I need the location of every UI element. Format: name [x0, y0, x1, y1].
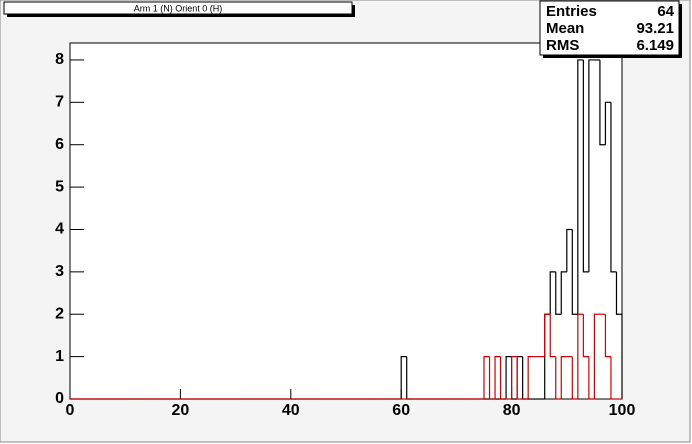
histogram-bin: [593, 313, 600, 399]
histogram-bin: [549, 314, 556, 358]
histogram-bin: [505, 356, 512, 399]
x-tick-label: 60: [392, 402, 410, 419]
x-tick-label: 0: [66, 402, 75, 419]
histogram-bin: [511, 356, 518, 399]
histogram-bin: [400, 356, 407, 399]
histogram-bin: [571, 229, 578, 315]
histogram-bin: [499, 356, 507, 400]
histogram-bin: [588, 356, 595, 400]
histogram-bin: [560, 271, 567, 315]
y-tick-label: 7: [55, 94, 64, 111]
histogram-bin: [555, 356, 562, 400]
histogram-bin: [488, 356, 496, 400]
histogram-bin: [549, 271, 556, 315]
histogram-bin: [615, 271, 623, 399]
x-tick-label: 40: [282, 402, 300, 419]
stats: Entries 64 Mean 93.21 RMS 6.149: [546, 3, 675, 54]
histogram-bin: [571, 356, 578, 400]
stat-label: Mean: [546, 20, 584, 37]
y-tick-label: 6: [55, 136, 64, 153]
plot: 0 20 40 60 80 100 0 1 2 3 4 5 6 7 8: [55, 51, 635, 419]
stat-value: 6.149: [636, 37, 674, 54]
stat-label: Entries: [546, 3, 597, 20]
stat-label: RMS: [546, 37, 579, 54]
stat-value: 64: [657, 3, 674, 20]
title-box: [3, 1, 353, 15]
histogram-bin: [577, 313, 584, 399]
histogram-bin: [577, 59, 584, 315]
histogram-bin: [610, 102, 617, 273]
histogram-bin: [560, 356, 567, 399]
histogram-bin: [588, 59, 595, 272]
histogram-bin: [582, 59, 589, 273]
y-tick-label: 8: [55, 51, 64, 68]
histogram-bin: [566, 228, 573, 272]
y-tick-label: 4: [55, 221, 64, 238]
histogram-bin: [555, 271, 562, 315]
plot-frame: [69, 42, 623, 400]
y-tick-label: 5: [55, 178, 64, 195]
y-tick-label: 0: [55, 390, 64, 407]
histogram-bin: [610, 356, 617, 400]
x-tick-label: 80: [503, 402, 521, 419]
histogram-bin: [483, 356, 490, 399]
x-tick-label: 20: [172, 402, 190, 419]
histogram-bin: [599, 59, 606, 146]
histogram-bin: [582, 314, 589, 358]
chart-title: Arm 1 (N) Orient 0 (H): [134, 3, 223, 13]
x-tick-label: 100: [609, 402, 636, 419]
histogram-bin: [494, 356, 501, 399]
stats-box: [539, 0, 680, 56]
histogram-bin: [527, 356, 534, 399]
stat-value: 93.21: [636, 20, 674, 37]
histogram-bin: [604, 314, 611, 358]
histogram-bin: [516, 356, 523, 400]
y-tick-label: 2: [55, 305, 64, 322]
histogram-bin: [604, 101, 611, 145]
y-tick-label: 1: [55, 348, 64, 365]
y-tick-label: 3: [55, 263, 64, 280]
histogram-bin: [544, 313, 551, 357]
